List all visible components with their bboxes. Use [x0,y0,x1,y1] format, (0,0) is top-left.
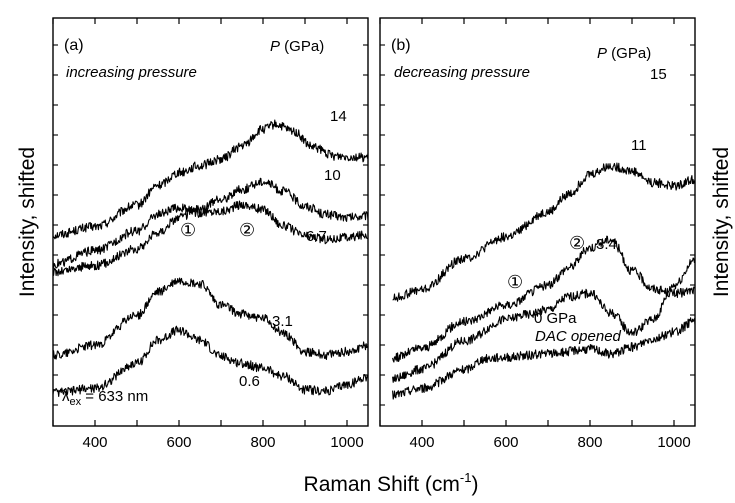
excitation-value: = 633 nm [81,388,148,405]
series-line-14 [52,119,369,240]
panel-b-annotation-dac: DAC opened [535,328,622,345]
series-label-14: 14 [330,108,347,125]
panel-a-tick-labels: 400 600 800 1000 [82,434,363,451]
legend-title-unit: (GPa) [280,38,324,55]
panel-b-annotation-2: ② [569,233,585,253]
x-axis-title-close: ) [471,473,478,496]
x-tick-label-1000: 1000 [330,434,363,451]
x-tick-label-600: 600 [166,434,191,451]
x-axis-title-sup: -1 [460,470,472,485]
panel-b-tick-labels: 400 600 800 1000 [409,434,690,451]
panel-b-traces [392,162,696,400]
panel-b-legend-title: P (GPa) [597,45,651,62]
panel-a: 400 600 800 1000 14 10 6.7 3.1 0.6 (a) increasi… [52,17,369,451]
x-axis-title: Raman Shift (cm-1) [304,470,479,496]
panel-a-subtitle: increasing pressure [66,64,197,81]
series-line-10 [52,177,369,277]
series-line-0-6 [52,325,369,398]
panel-b: 400 600 800 1000 15 11 3.4 0 GPa (b) decreasin… [379,17,696,451]
series-line-3-4 [392,257,696,383]
x-tick-label-1000: 1000 [657,434,690,451]
panel-a-traces [52,119,369,398]
series-line-0-GPa [392,317,696,400]
panel-b-frame [379,17,696,427]
legend-title-symbol: P [270,38,280,55]
panel-a-frame [52,17,369,427]
excitation-symbol: λ [62,388,70,405]
series-label-0-GPa: 0 GPa [534,310,577,327]
y-axis-title-left: Intensity, shifted [16,147,39,297]
series-label-15: 15 [650,66,667,83]
panel-a-legend-title: P (GPa) [270,38,324,55]
series-label-6-7: 6.7 [306,228,327,245]
x-tick-label-400: 400 [409,434,434,451]
panel-b-annotation-1: ① [507,272,523,292]
excitation-subscript: ex [70,396,82,408]
series-label-11: 11 [631,137,647,154]
series-label-3-1: 3.1 [272,313,293,330]
series-line-15 [392,162,696,302]
series-label-10: 10 [324,167,341,184]
x-tick-label-800: 800 [577,434,602,451]
series-line-3-1 [52,277,369,361]
x-tick-label-400: 400 [82,434,107,451]
panel-a-ticks [52,18,368,426]
panel-a-label: (a) [64,37,84,54]
panel-b-ticks [379,18,695,426]
legend-title-symbol-b: P [597,45,607,62]
panel-a-annotation-2: ② [239,220,255,240]
series-label-0-6: 0.6 [239,373,260,390]
x-axis-title-main: Raman Shift (cm [304,473,460,496]
panel-a-series-labels: 14 10 6.7 3.1 0.6 [239,108,347,390]
panel-b-subtitle: decreasing pressure [394,64,530,81]
legend-title-unit-b: (GPa) [607,45,651,62]
panel-b-label: (b) [391,37,411,54]
excitation-label: λex = 633 nm [62,388,148,408]
x-tick-label-800: 800 [250,434,275,451]
y-axis-title-right: Intensity, shifted [710,147,733,297]
series-line-11 [392,235,696,363]
series-label-3-4: 3.4 [596,236,617,253]
panel-b-series-labels: 15 11 3.4 0 GPa [534,66,667,327]
series-line-6-7 [52,200,369,269]
panel-a-annotation-1: ① [180,220,196,240]
x-tick-label-600: 600 [493,434,518,451]
